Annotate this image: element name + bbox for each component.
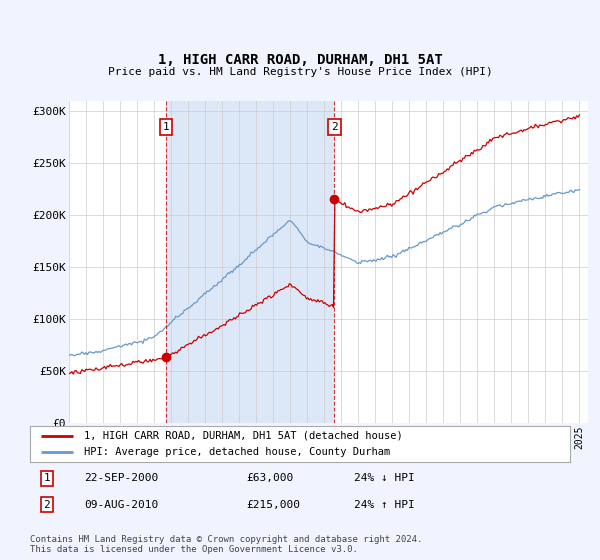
Text: 1: 1 — [163, 122, 170, 132]
Text: 24% ↓ HPI: 24% ↓ HPI — [354, 473, 415, 483]
Text: 2: 2 — [331, 122, 338, 132]
Text: Contains HM Land Registry data © Crown copyright and database right 2024.
This d: Contains HM Land Registry data © Crown c… — [30, 535, 422, 554]
Text: Price paid vs. HM Land Registry's House Price Index (HPI): Price paid vs. HM Land Registry's House … — [107, 67, 493, 77]
Text: HPI: Average price, detached house, County Durham: HPI: Average price, detached house, Coun… — [84, 447, 390, 457]
Text: 2: 2 — [44, 500, 50, 510]
Text: 22-SEP-2000: 22-SEP-2000 — [84, 473, 158, 483]
Text: 09-AUG-2010: 09-AUG-2010 — [84, 500, 158, 510]
Text: 24% ↑ HPI: 24% ↑ HPI — [354, 500, 415, 510]
Bar — [166, 101, 334, 423]
Text: £63,000: £63,000 — [246, 473, 293, 483]
Text: 1: 1 — [44, 473, 50, 483]
Text: 1, HIGH CARR ROAD, DURHAM, DH1 5AT (detached house): 1, HIGH CARR ROAD, DURHAM, DH1 5AT (deta… — [84, 431, 403, 441]
Text: £215,000: £215,000 — [246, 500, 300, 510]
Text: 1, HIGH CARR ROAD, DURHAM, DH1 5AT: 1, HIGH CARR ROAD, DURHAM, DH1 5AT — [158, 53, 442, 67]
